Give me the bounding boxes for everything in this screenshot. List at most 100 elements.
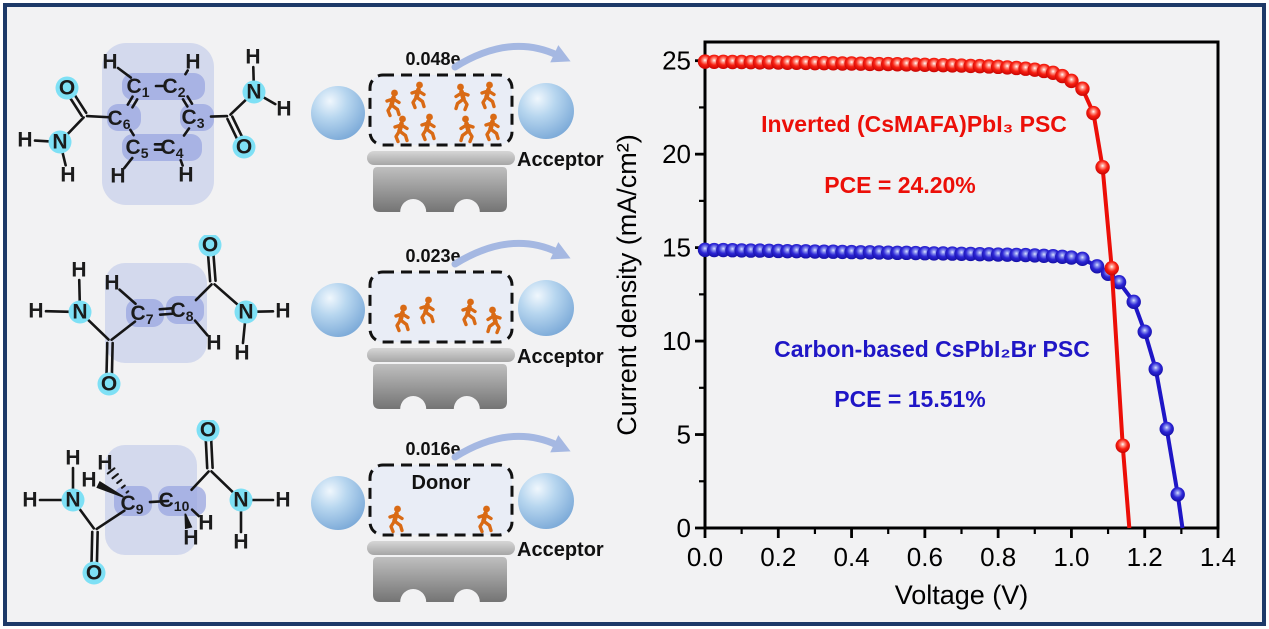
- charge-transfer-panel-1: 0.048e Acceptor: [311, 42, 604, 212]
- heteroatom-circle-highlight: [234, 300, 258, 324]
- atom-label: H: [183, 527, 198, 550]
- atom-label: H: [110, 165, 125, 188]
- svg-text:25: 25: [662, 46, 691, 76]
- x-axis: 0.0 0.2 0.4 0.6 0.8 1.0 1.2 1.4: [687, 528, 1236, 572]
- carbon-pill-highlight: [158, 486, 206, 516]
- atom-label: H: [275, 300, 290, 323]
- charge-transfer-value: 0.048e: [405, 49, 460, 69]
- heteroatom-circle-highlight: [68, 300, 92, 324]
- atom-label: H: [233, 531, 248, 554]
- charge-transfer-value: 0.016e: [405, 439, 460, 459]
- heteroatom-circle-highlight: [242, 80, 266, 104]
- arrowhead: [550, 45, 571, 63]
- sphere-left: [311, 86, 365, 140]
- acceptor-label: Acceptor: [517, 346, 604, 368]
- atom-label: H: [234, 342, 249, 365]
- svg-text:0.2: 0.2: [760, 542, 796, 572]
- substrate-base: [373, 557, 507, 602]
- atom-label: H: [102, 51, 117, 74]
- atom-label: O: [202, 235, 218, 257]
- electron-person-icon: [410, 81, 426, 110]
- charge-transfer-arrow: [451, 42, 561, 71]
- atom-label: H: [97, 452, 112, 475]
- acceptor-bar: [367, 348, 515, 362]
- atom-label: C3: [182, 106, 205, 132]
- blue-series-label: Carbon-based CsPbI₂Br PSC: [774, 336, 1090, 362]
- atom-label: H: [198, 512, 213, 535]
- y-axis-title: Current density (mA/cm²): [612, 134, 642, 436]
- electron-person-icon: [486, 306, 502, 335]
- heteroatom-circle-highlight: [232, 135, 256, 159]
- atom-label: O: [236, 136, 252, 159]
- svg-text:0.4: 0.4: [833, 542, 869, 572]
- bonds: [33, 65, 277, 170]
- electron-person-icon: [388, 505, 404, 534]
- atom-label: C9: [121, 492, 144, 518]
- heteroatom-circle-highlight: [55, 76, 79, 100]
- donor-dashed-box: [368, 270, 514, 344]
- atom-label: O: [200, 420, 216, 442]
- atom-label: H: [185, 51, 200, 74]
- sphere-right: [518, 280, 574, 336]
- atom-label: H: [245, 46, 260, 69]
- electron-person-icon: [477, 505, 493, 534]
- jv-chart: 0.0 0.2 0.4 0.6 0.8 1.0 1.2 1.4 0 5 10 15 20 25 Voltag…: [612, 40, 1236, 610]
- bonds: [38, 438, 275, 565]
- atom-label: H: [81, 469, 96, 492]
- bonds: [44, 253, 275, 376]
- carbon-pill-highlight: [107, 104, 141, 131]
- electron-person-icon: [480, 81, 496, 110]
- svg-text:10: 10: [662, 326, 691, 356]
- electron-person-icon: [394, 304, 410, 333]
- charge-transfer-arrow: [451, 239, 561, 268]
- donor-label: Donor: [412, 472, 471, 494]
- atom-label: H: [60, 164, 75, 187]
- heteroatom-circle-highlight: [61, 488, 85, 512]
- sphere-left: [311, 283, 365, 337]
- svg-text:1.4: 1.4: [1200, 542, 1236, 572]
- sphere-left: [311, 476, 365, 530]
- charge-transfer-value: 0.023e: [405, 246, 460, 266]
- atom-label: N: [238, 301, 253, 324]
- carbon-pill-highlight: [166, 296, 204, 324]
- electron-person-icon: [484, 113, 500, 142]
- atom-label: C1: [127, 75, 150, 101]
- heteroatom-circle-highlight: [97, 372, 121, 396]
- heteroatom-circle-highlight: [229, 488, 253, 512]
- carbon-pill-highlight: [122, 134, 202, 161]
- sphere-right: [518, 473, 574, 529]
- atom-label: N: [65, 489, 80, 512]
- donor-dashed-box: [368, 463, 514, 537]
- red-pce-label: PCE = 24.20%: [824, 172, 976, 198]
- atom-label: C7: [131, 302, 154, 328]
- atom-label: N: [233, 489, 248, 512]
- atom-label: H: [276, 98, 291, 121]
- svg-text:0: 0: [677, 513, 691, 543]
- heteroatom-circle-highlight: [198, 235, 222, 257]
- atom-label: C6: [108, 107, 131, 133]
- atom-label: N: [246, 81, 261, 104]
- atom-label: H: [71, 259, 86, 282]
- arrowhead: [550, 242, 571, 260]
- acceptor-label: Acceptor: [517, 149, 604, 171]
- atom-label: C10: [159, 489, 190, 515]
- atom-label: H: [22, 489, 37, 512]
- arrowhead: [550, 435, 571, 453]
- svg-text:20: 20: [662, 139, 691, 169]
- atom-label: H: [275, 489, 290, 512]
- acceptor-bar: [367, 151, 515, 165]
- svg-text:1.2: 1.2: [1127, 542, 1163, 572]
- charge-transfer-panel-3: Donor 0.016e Acceptor: [311, 432, 604, 602]
- heteroatom-circle-highlight: [196, 420, 220, 442]
- acceptor-bar: [367, 541, 515, 555]
- atom-label: N: [72, 301, 87, 324]
- substrate-base: [373, 167, 507, 212]
- charge-transfer-arrow: [451, 432, 561, 461]
- electron-person-icon: [420, 113, 436, 142]
- sphere-right: [518, 83, 574, 139]
- atom-label: C4: [161, 136, 184, 162]
- acceptor-label: Acceptor: [517, 539, 604, 561]
